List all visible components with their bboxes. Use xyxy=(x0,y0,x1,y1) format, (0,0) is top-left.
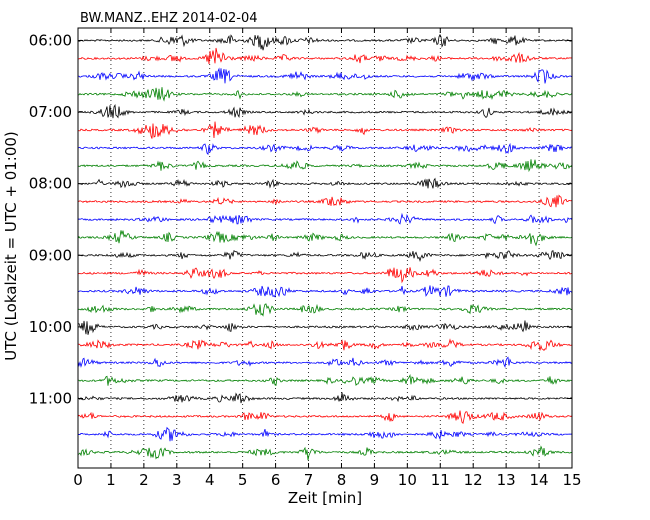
trace-line xyxy=(77,194,573,208)
trace-line xyxy=(77,47,573,64)
trace-line xyxy=(77,410,573,424)
y-tick-label: 09:00 xyxy=(29,246,72,264)
x-tick-label: 4 xyxy=(205,471,215,489)
x-tick-label: 0 xyxy=(73,471,83,489)
trace-line xyxy=(77,338,573,352)
x-tick-label: 1 xyxy=(106,471,116,489)
trace-layer xyxy=(77,33,573,461)
trace-line xyxy=(77,426,573,442)
trace-line xyxy=(77,267,573,284)
trace-line xyxy=(77,121,573,139)
y-axis-label: UTC (Lokalzeit = UTC + 01:00) xyxy=(2,131,20,361)
x-tick-label: 15 xyxy=(562,471,581,489)
x-tick-label: 2 xyxy=(139,471,149,489)
x-tick-label: 3 xyxy=(172,471,182,489)
tick-layer: 0 1 2 3 4 5 6 7 8 9 10 11 12 13 14 1506:0007:0008:0009:… xyxy=(29,28,582,489)
trace-line xyxy=(77,33,573,51)
y-tick-label: 06:00 xyxy=(29,32,72,50)
trace-line xyxy=(77,249,573,262)
x-tick-label: 14 xyxy=(530,471,549,489)
trace-line xyxy=(77,159,573,173)
x-tick-label: 9 xyxy=(370,471,380,489)
x-axis-label: Zeit [min] xyxy=(288,489,362,507)
y-tick-label: 08:00 xyxy=(29,175,72,193)
plot-frame xyxy=(77,27,573,469)
trace-line xyxy=(77,104,573,119)
trace-line xyxy=(77,285,573,298)
chart-title: BW.MANZ..EHZ 2014-02-04 xyxy=(80,11,258,26)
trace-line xyxy=(77,356,573,369)
trace-line xyxy=(77,177,573,189)
x-tick-label: 8 xyxy=(337,471,347,489)
trace-line xyxy=(77,87,573,102)
trace-line xyxy=(77,67,573,84)
grid-layer xyxy=(110,28,540,468)
y-tick-label: 11:00 xyxy=(29,390,72,408)
trace-line xyxy=(77,445,573,461)
trace-line xyxy=(77,303,573,317)
y-tick-label: 07:00 xyxy=(29,103,72,121)
x-tick-label: 7 xyxy=(304,471,314,489)
trace-line xyxy=(77,230,573,247)
x-tick-label: 5 xyxy=(238,471,248,489)
x-tick-label: 11 xyxy=(431,471,450,489)
x-tick-label: 13 xyxy=(497,471,516,489)
trace-line xyxy=(77,392,573,404)
x-tick-label: 6 xyxy=(271,471,281,489)
y-tick-label: 10:00 xyxy=(29,318,72,336)
trace-line xyxy=(77,320,573,335)
x-tick-label: 12 xyxy=(464,471,483,489)
trace-line xyxy=(77,142,573,156)
x-tick-label: 10 xyxy=(398,471,417,489)
trace-line xyxy=(77,374,573,386)
trace-line xyxy=(77,212,573,225)
